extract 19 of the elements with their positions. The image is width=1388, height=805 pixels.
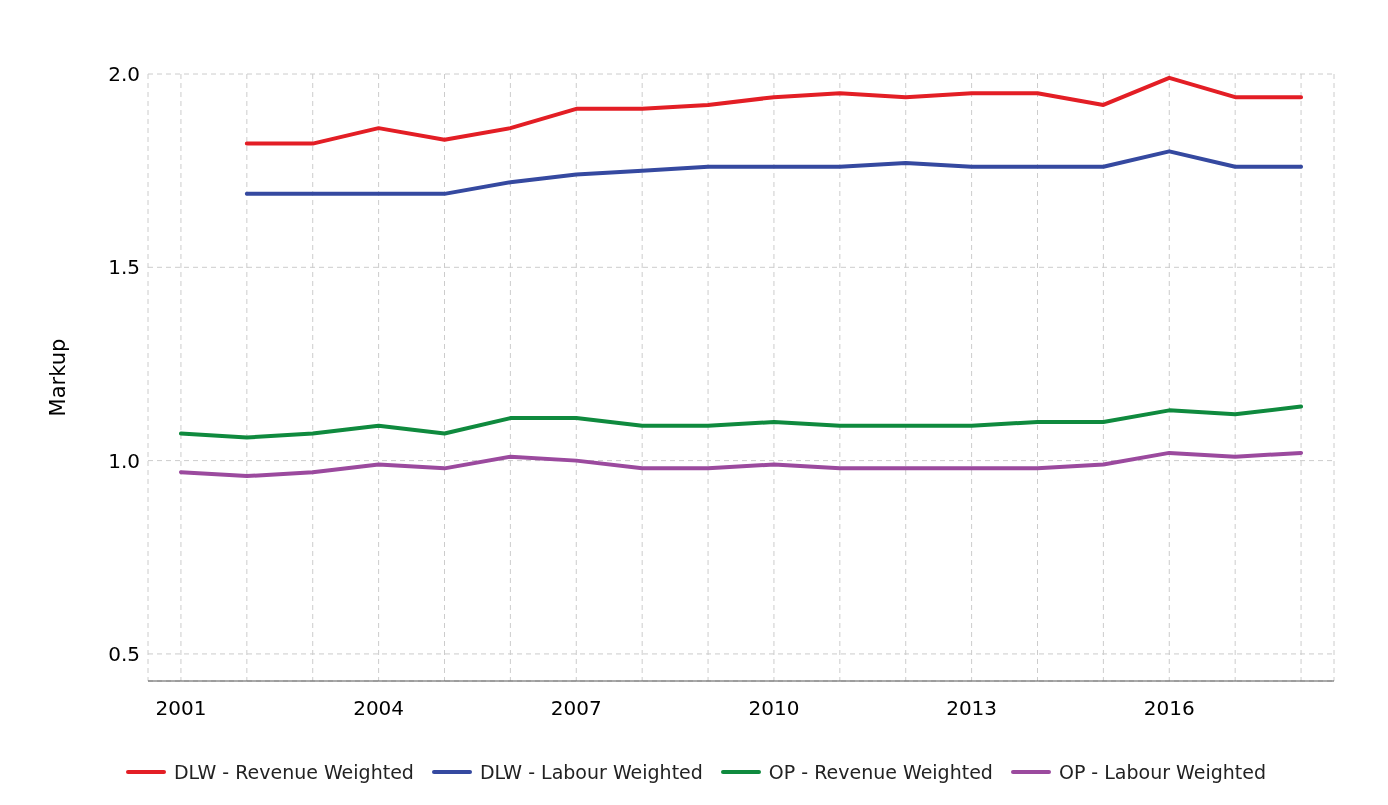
line-series (244, 149, 1304, 196)
legend-label: DLW - Labour Weighted (479, 761, 703, 783)
y-tick-label: 1.0 (108, 448, 140, 473)
x-tick-label: 2016 (1143, 696, 1195, 721)
x-tick-label: 2007 (550, 696, 602, 721)
y-tick-label: 0.5 (108, 642, 140, 667)
line-series (178, 450, 1304, 479)
y-tick-label: 1.5 (108, 255, 140, 280)
x-tick-label: 2013 (946, 696, 998, 721)
legend-label: OP - Revenue Weighted (768, 761, 993, 783)
legend-label: DLW - Revenue Weighted (173, 761, 414, 783)
x-tick-label: 2010 (748, 696, 800, 721)
line-series (244, 75, 1304, 146)
x-tick-label: 2001 (155, 696, 207, 721)
x-tick-label: 2004 (353, 696, 405, 721)
y-axis-title: Markup (46, 338, 71, 417)
legend-label: OP - Labour Weighted (1058, 761, 1267, 783)
line-series (178, 404, 1304, 440)
y-tick-label: 2.0 (108, 62, 140, 87)
